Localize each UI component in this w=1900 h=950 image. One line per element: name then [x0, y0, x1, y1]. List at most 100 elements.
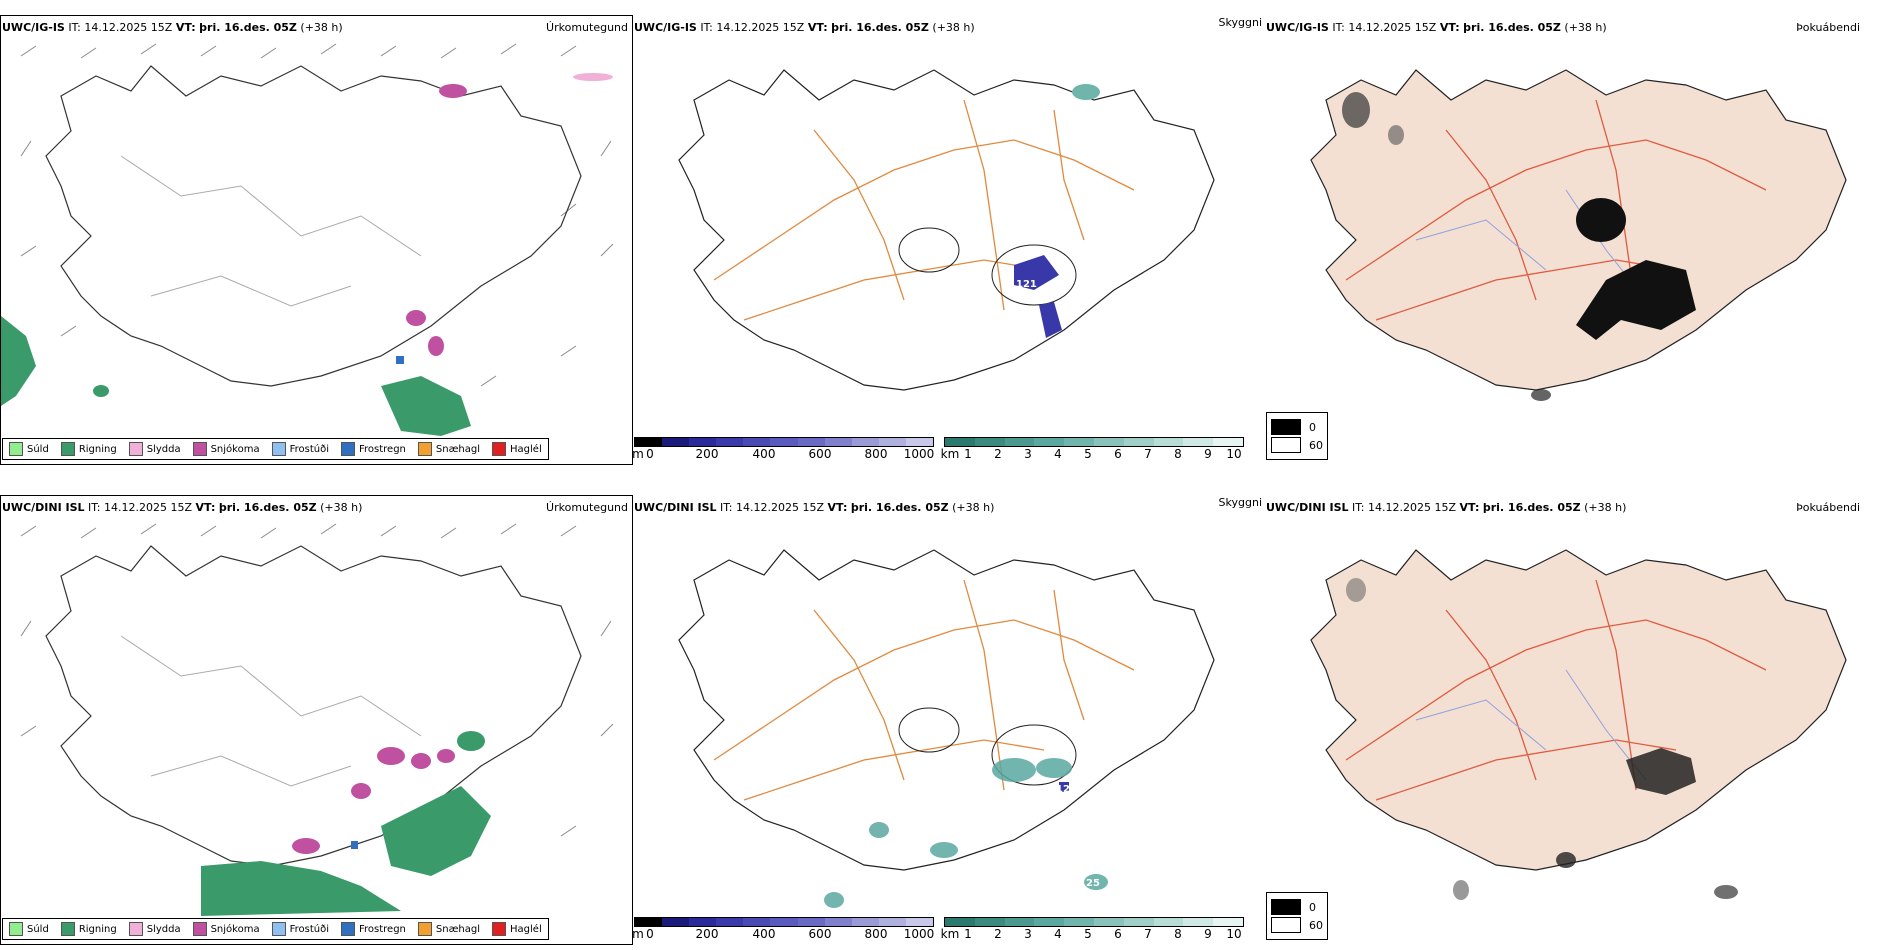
colorbar-tick: 6: [1114, 927, 1122, 941]
fog-legend-row: 60: [1271, 917, 1323, 933]
colorbar-unit: m: [632, 447, 644, 461]
legend-item: Frostúði: [271, 442, 329, 456]
legend-item: Súld: [9, 922, 49, 936]
fog-legend-box: [1271, 917, 1301, 933]
colorbar-tick: 10: [1226, 447, 1242, 461]
row2-precip-map: [20, 523, 614, 916]
colorbar-unit: km: [940, 927, 960, 941]
colorbar-tick: 800: [864, 927, 888, 941]
fog-legend-box: [1271, 437, 1301, 453]
colorbar-tick: 8: [1174, 447, 1182, 461]
ceiling-colorbar: m 0 200 400 600 800 1000: [632, 437, 935, 461]
legend-swatch: [192, 442, 207, 456]
legend-swatch: [271, 442, 286, 456]
colorbar-tick: 5: [1084, 927, 1092, 941]
legend-item: Frostregn: [341, 442, 406, 456]
ceiling-colorbar-ramp: [634, 917, 934, 927]
row2-fog-panel: UWC/DINI ISL IT: 14.12.2025 15Z VT: þri.…: [1266, 480, 1900, 950]
row1-precip-panel: UWC/IG-IS IT: 14.12.2025 15Z VT: þri. 16…: [0, 0, 633, 465]
legend-swatch: [60, 922, 75, 936]
legend-item: Snjókoma: [192, 442, 260, 456]
legend-item: Slydda: [128, 442, 181, 456]
legend-swatch: [271, 922, 286, 936]
legend-swatch: [60, 442, 75, 456]
ceiling-colorbar-ticks: m 0 200 400 600 800 1000: [632, 447, 935, 461]
legend-item: Snjókoma: [192, 922, 260, 936]
row2-precip-legend: Súld Rigning Slydda Snjókoma Frostúði Fr…: [2, 918, 549, 940]
colorbar-tick: 800: [864, 447, 888, 461]
row1-visibility-title: Skyggni: [1218, 16, 1262, 29]
legend-swatch: [9, 922, 23, 936]
row2-visibility-map: 12 25 330 25: [678, 549, 1215, 908]
legend-swatch: [492, 922, 507, 936]
colorbar-tick: 400: [752, 447, 776, 461]
colorbar-tick: 400: [752, 927, 776, 941]
row1-precip-title: Úrkomutegund: [546, 21, 628, 34]
colorbar-tick: 5: [1084, 447, 1092, 461]
colorbar-tick: 4: [1054, 447, 1062, 461]
colorbar-tick: 200: [695, 447, 719, 461]
colorbar-tick: 10: [1226, 927, 1242, 941]
legend-item: Snæhagl: [417, 922, 480, 936]
legend-item: Haglél: [492, 922, 542, 936]
visibility-colorbar-ticks: km 1 2 3 4 5 6 7 8 9 10: [940, 447, 1244, 461]
row1-precip-header: UWC/IG-IS IT: 14.12.2025 15Z VT: þri. 16…: [2, 21, 343, 34]
legend-item: Snæhagl: [417, 442, 480, 456]
colorbar-tick: 7: [1144, 447, 1152, 461]
fog-legend-row: 0: [1271, 419, 1323, 435]
visibility-colorbar-ramp: [944, 917, 1244, 927]
fog-legend: 0 60: [1266, 892, 1328, 940]
colorbar-tick: 600: [808, 927, 832, 941]
ceiling-colorbar-ticks: m 0 200 400 600 800 1000: [632, 927, 935, 941]
legend-item: Haglél: [492, 442, 542, 456]
row2-precip-panel: UWC/DINI ISL IT: 14.12.2025 15Z VT: þri.…: [0, 480, 633, 950]
fog-legend: 0 60: [1266, 412, 1328, 460]
row1-fog-panel: UWC/IG-IS IT: 14.12.2025 15Z VT: þri. 16…: [1266, 0, 1900, 465]
colorbar-tick: 9: [1204, 447, 1212, 461]
row2-fog-map: [1310, 549, 1847, 900]
row2-fog-title: Þokuábendi: [1796, 501, 1860, 514]
fog-legend-box: [1271, 419, 1301, 435]
row2-visibility-panel: UWC/DINI ISL IT: 14.12.2025 15Z VT: þri.…: [632, 480, 1264, 950]
legend-item: Frostúði: [271, 922, 329, 936]
colorbar-tick: 1000: [903, 447, 935, 461]
row1-visibility-panel: UWC/IG-IS IT: 14.12.2025 15Z VT: þri. 16…: [632, 0, 1264, 465]
colorbar-tick: 2: [994, 447, 1002, 461]
colorbar-tick: 6: [1114, 447, 1122, 461]
visibility-colorbar: km 1 2 3 4 5 6 7 8 9 10: [940, 437, 1244, 461]
legend-item: Frostregn: [341, 922, 406, 936]
legend-swatch: [417, 442, 432, 456]
map-label: 25: [966, 812, 980, 823]
row1-precip-legend: Súld Rigning Slydda Snjókoma Frostúði Fr…: [2, 438, 549, 460]
row2-precip-title: Úrkomutegund: [546, 501, 628, 514]
colorbar-tick: 3: [1024, 447, 1032, 461]
visibility-colorbar-ticks: km 1 2 3 4 5 6 7 8 9 10: [940, 927, 1244, 941]
map-label: 25: [1086, 878, 1100, 889]
colorbar-tick: 9: [1204, 927, 1212, 941]
colorbar-tick: 1: [964, 447, 972, 461]
colorbar-tick: 600: [808, 447, 832, 461]
colorbar-tick: 1000: [903, 927, 935, 941]
map-label: 121: [1016, 279, 1037, 290]
colorbar-tick: 4: [1054, 927, 1062, 941]
legend-item: Rigning: [60, 442, 117, 456]
fog-legend-box: [1271, 899, 1301, 915]
map-label: 12: [1056, 784, 1070, 795]
ceiling-colorbar: m 0 200 400 600 800 1000: [632, 917, 935, 941]
legend-swatch: [341, 442, 355, 456]
row1-precip-map: [1, 43, 614, 436]
colorbar-tick: 7: [1144, 927, 1152, 941]
colorbar-tick: 3: [1024, 927, 1032, 941]
fog-legend-row: 0: [1271, 899, 1323, 915]
ceiling-colorbar-ramp: [634, 437, 934, 447]
row1-visibility-header: UWC/IG-IS IT: 14.12.2025 15Z VT: þri. 16…: [634, 21, 975, 34]
row1-fog-header: UWC/IG-IS IT: 14.12.2025 15Z VT: þri. 16…: [1266, 21, 1607, 34]
legend-swatch: [128, 442, 143, 456]
legend-swatch: [492, 442, 507, 456]
row2-fog-header: UWC/DINI ISL IT: 14.12.2025 15Z VT: þri.…: [1266, 501, 1627, 514]
visibility-colorbar: km 1 2 3 4 5 6 7 8 9 10: [940, 917, 1244, 941]
row1-visibility-map: 121 23: [678, 69, 1215, 391]
colorbar-unit: km: [940, 447, 960, 461]
visibility-colorbar-ramp: [944, 437, 1244, 447]
map-label: 23: [1052, 339, 1066, 350]
